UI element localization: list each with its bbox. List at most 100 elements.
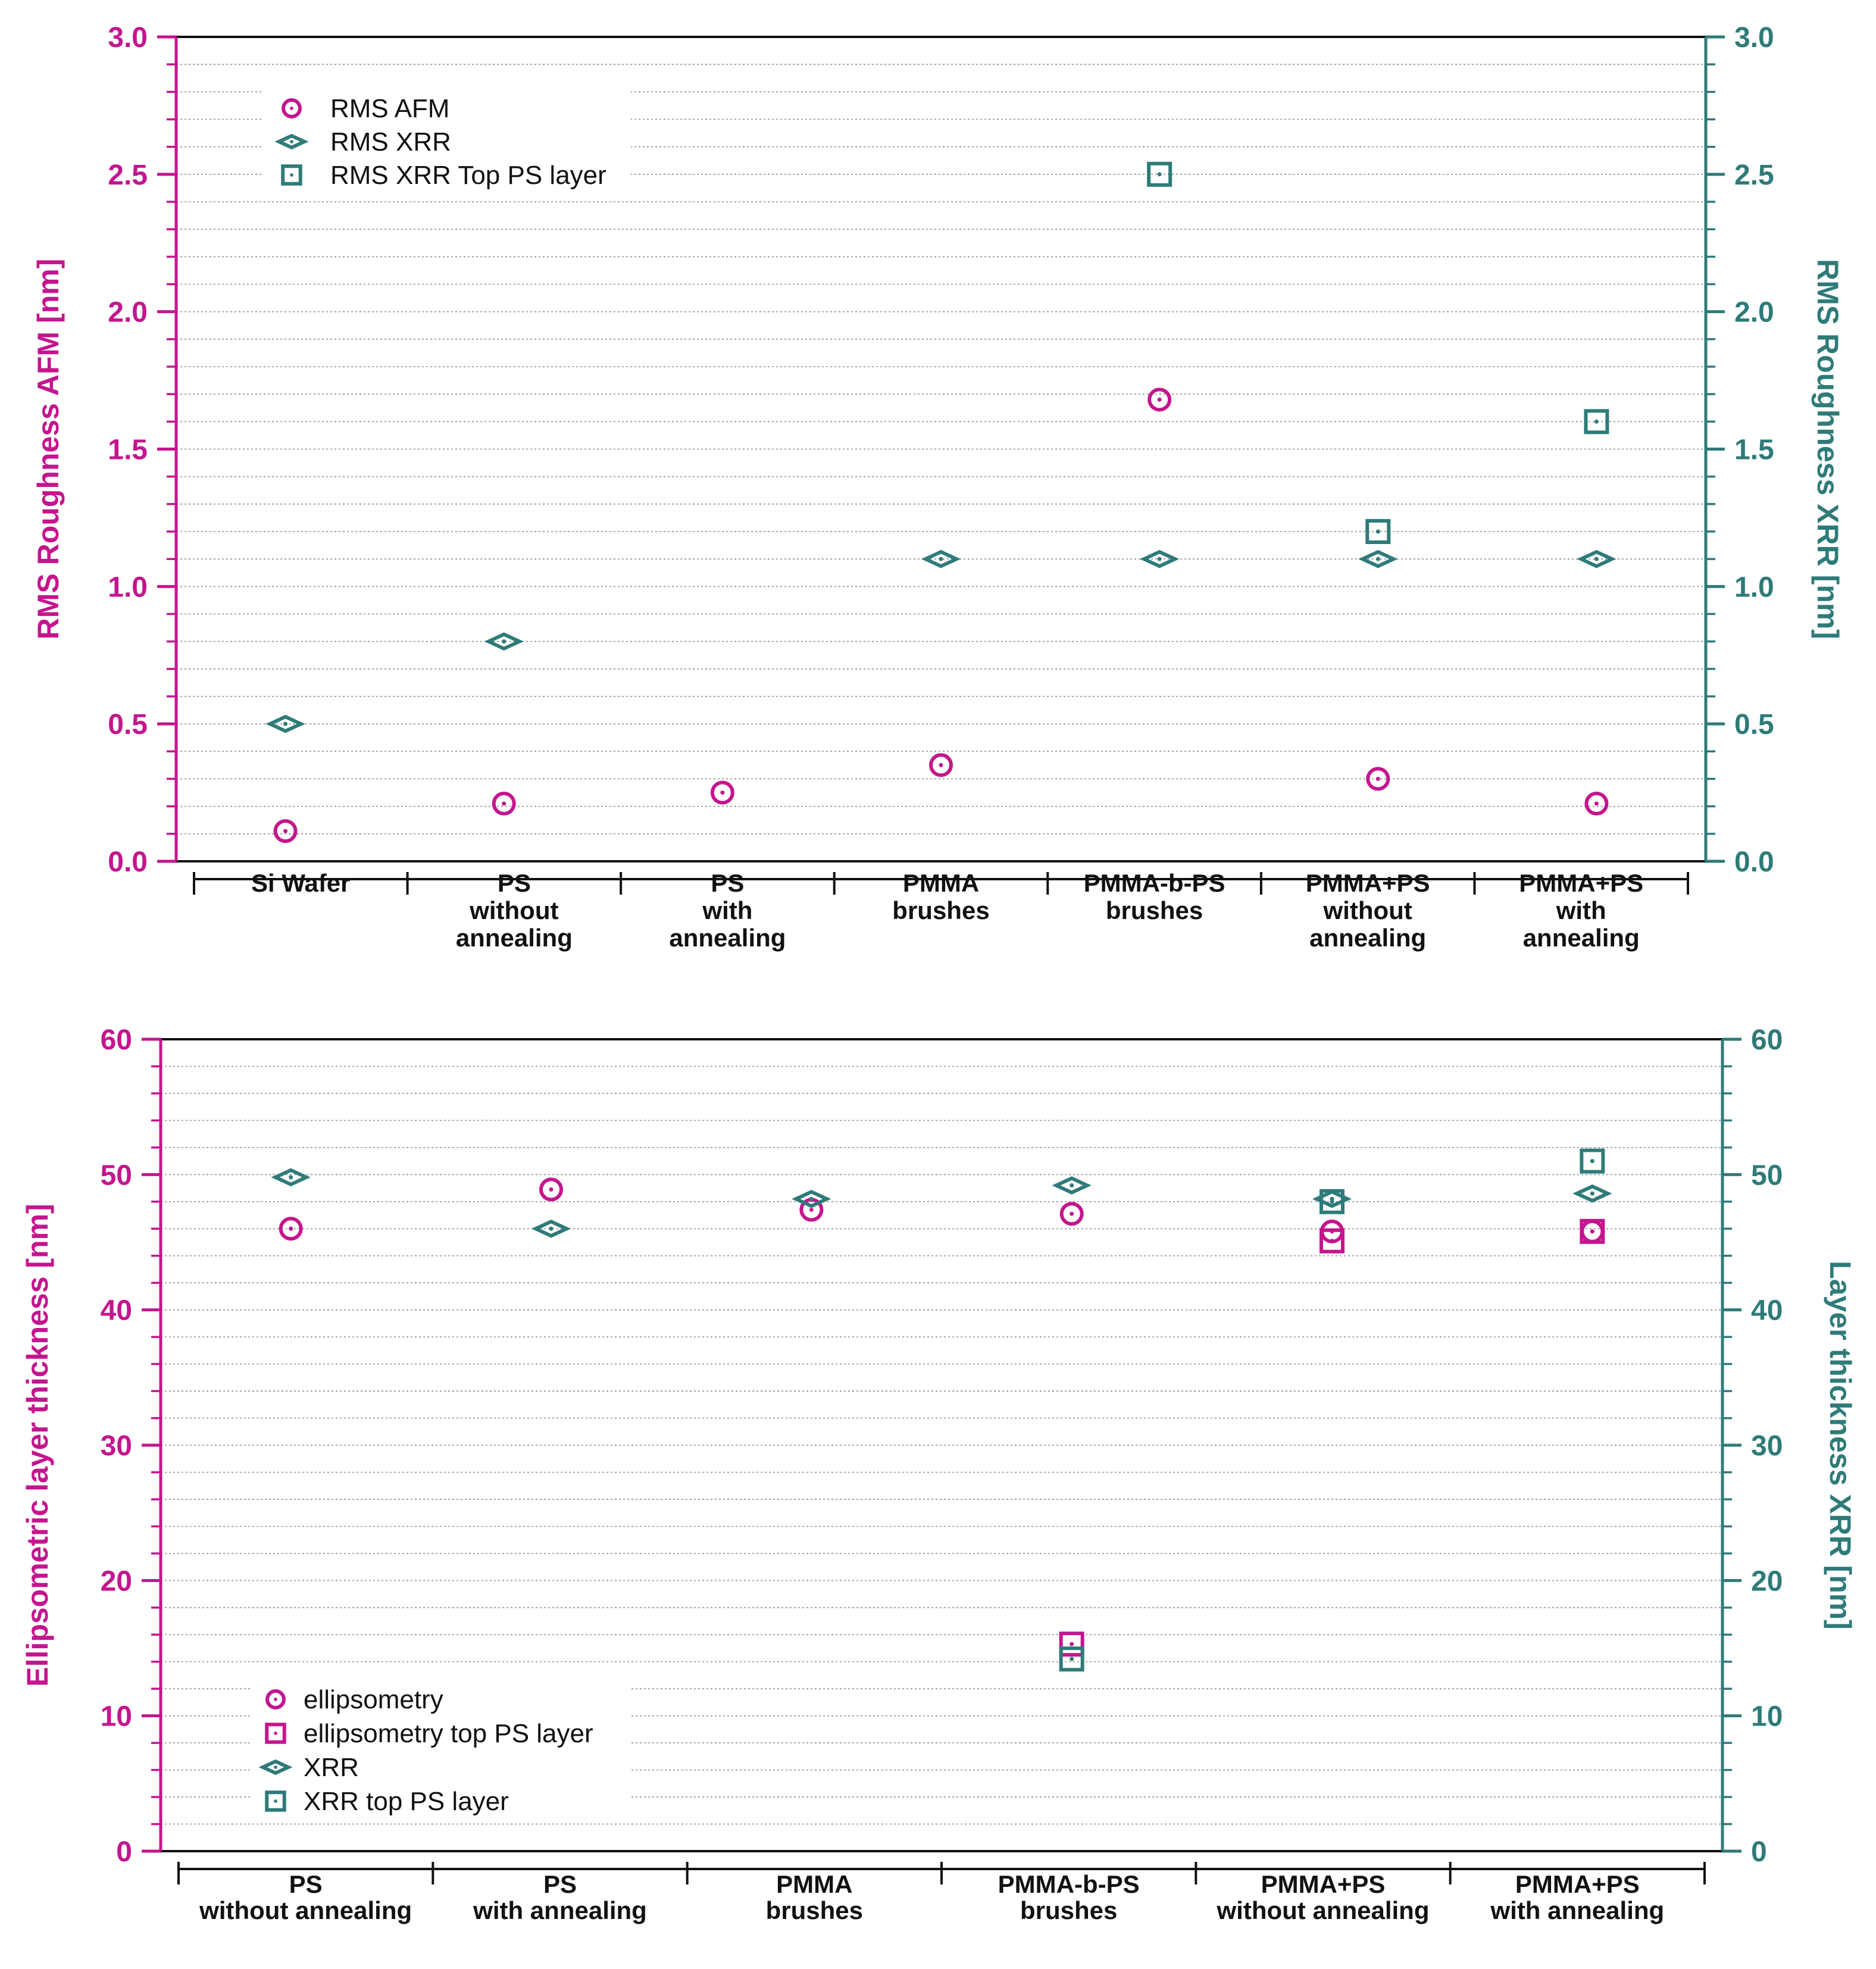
category-label: PMMA+PS without annealing xyxy=(1217,1870,1430,1924)
legend-entry: RMS XRR Top PS layer xyxy=(330,161,606,190)
right-tick-label: 50 xyxy=(1751,1159,1783,1191)
left-tick-label: 0.0 xyxy=(108,846,148,878)
data-point-box xyxy=(1059,1646,1084,1672)
data-point xyxy=(1052,1176,1092,1195)
right-tick-label: 0.0 xyxy=(1734,846,1774,878)
data-point-ring xyxy=(1148,387,1172,412)
right-tick-label: 60 xyxy=(1751,1024,1783,1056)
data-point xyxy=(1358,549,1398,568)
data-point xyxy=(1580,1218,1605,1244)
category-label-line: Si Wafer xyxy=(251,869,350,897)
left-tick-label: 0.5 xyxy=(108,709,148,740)
data-point xyxy=(492,792,516,816)
data-point-shape xyxy=(265,714,305,733)
category-label-line: with xyxy=(1556,896,1606,924)
category-label: PMMA+PS with annealing xyxy=(1490,1870,1664,1924)
category-label-line: without annealing xyxy=(1217,1896,1430,1924)
legend-marker xyxy=(282,98,302,118)
legend-marker-box xyxy=(281,164,302,186)
legend-marker xyxy=(265,1790,286,1812)
category-label-line: PS xyxy=(289,1870,323,1898)
category-label-line: annealing xyxy=(669,924,786,952)
category-label-line: PMMA+PS xyxy=(1261,1870,1386,1898)
data-point xyxy=(1365,519,1391,544)
category-label-line: PMMA-b-PS xyxy=(998,1870,1140,1898)
left-tick-label: 0 xyxy=(116,1836,132,1868)
category-label-line: brushes xyxy=(1020,1896,1117,1924)
data-point-dot xyxy=(1594,419,1599,424)
legend-entry: ellipsometry xyxy=(304,1685,443,1714)
data-point xyxy=(710,780,734,805)
data-point-dot xyxy=(939,762,943,767)
legend-marker-dot xyxy=(274,1765,277,1769)
category-label-line: without annealing xyxy=(199,1896,412,1924)
category-label-line: PMMA-b-PS xyxy=(1084,869,1225,897)
data-point-dot xyxy=(1157,397,1162,402)
data-point-dot xyxy=(502,801,506,806)
category-label: PS without annealing xyxy=(199,1870,412,1924)
data-point xyxy=(1148,387,1172,412)
legend: ellipsometry ellipsometry top PS layer XRR… xyxy=(250,1676,631,1818)
category-label-line: without xyxy=(1323,896,1412,924)
data-point-ring xyxy=(710,780,734,805)
legend-marker-dot xyxy=(290,173,293,177)
category-label-line: PMMA xyxy=(776,1870,852,1898)
data-point-box xyxy=(1365,519,1391,544)
category-label-line: without xyxy=(469,896,558,924)
data-point-dot xyxy=(1590,1191,1594,1196)
category-label-line: PS xyxy=(543,1870,577,1898)
data-point-box xyxy=(1059,1632,1084,1657)
category-label-line: PMMA+PS xyxy=(1515,1870,1640,1898)
legend-marker-dot xyxy=(290,140,293,143)
roughness-chart: 0.0 0.0 0.5 0.5 1.0 1.0 1.5 1.5 2.0 2.0 2.5 2.5 3.0 3… xyxy=(32,22,1844,952)
data-point-ring xyxy=(539,1177,563,1202)
data-point-ring xyxy=(1059,1202,1084,1226)
data-point-dot xyxy=(1375,529,1380,534)
category-label: PS with annealing xyxy=(669,869,786,952)
right-tick-label: 40 xyxy=(1751,1295,1783,1327)
right-tick-label: 2.5 xyxy=(1734,160,1774,191)
data-point-dot xyxy=(502,639,506,644)
category-label: PMMA+PS without annealing xyxy=(1306,869,1430,952)
category-label: PS without annealing xyxy=(456,869,573,952)
category-label-line: brushes xyxy=(766,1896,863,1924)
legend-entry: RMS XRR xyxy=(330,127,451,157)
category-label-line: brushes xyxy=(1106,896,1203,924)
data-point xyxy=(1572,1184,1612,1203)
legend-marker xyxy=(281,164,302,186)
data-point-dot xyxy=(809,1196,814,1201)
right-tick-label: 20 xyxy=(1751,1565,1783,1597)
series-ellipsometry xyxy=(279,1177,1605,1243)
data-point xyxy=(1320,1228,1345,1254)
data-point-dot xyxy=(1157,557,1162,561)
data-point-dot xyxy=(1070,1211,1074,1216)
data-point xyxy=(1059,1632,1084,1657)
category-label: Si Wafer xyxy=(251,869,350,897)
data-point-dot xyxy=(1594,557,1599,561)
legend-marker xyxy=(265,1723,286,1744)
category-label-line: PMMA xyxy=(903,869,979,897)
data-point-box xyxy=(1580,1148,1605,1174)
data-point xyxy=(1584,409,1609,435)
data-point-dot xyxy=(549,1187,554,1192)
data-point xyxy=(1580,1148,1605,1174)
category-label-line: with annealing xyxy=(1490,1896,1664,1924)
right-tick-label: 3.0 xyxy=(1734,22,1774,54)
legend-marker xyxy=(258,1759,293,1776)
series-rms-xrr-top-ps-layer xyxy=(1147,161,1609,544)
data-point-dot xyxy=(1157,172,1162,177)
category-label-line: with xyxy=(702,896,752,924)
legend-marker-shape xyxy=(274,133,309,150)
category-label-line: with annealing xyxy=(473,1896,647,1924)
data-point xyxy=(1320,1189,1345,1214)
data-point xyxy=(273,819,298,843)
category-label: PS with annealing xyxy=(473,1870,647,1924)
data-point xyxy=(1584,792,1609,816)
legend-marker xyxy=(265,1689,286,1709)
data-point-ring xyxy=(279,1217,303,1241)
left-tick-label: 1.5 xyxy=(108,435,148,466)
data-point-shape xyxy=(1139,549,1180,568)
legend-marker-dot xyxy=(274,1732,277,1735)
data-point-box xyxy=(1320,1189,1345,1214)
